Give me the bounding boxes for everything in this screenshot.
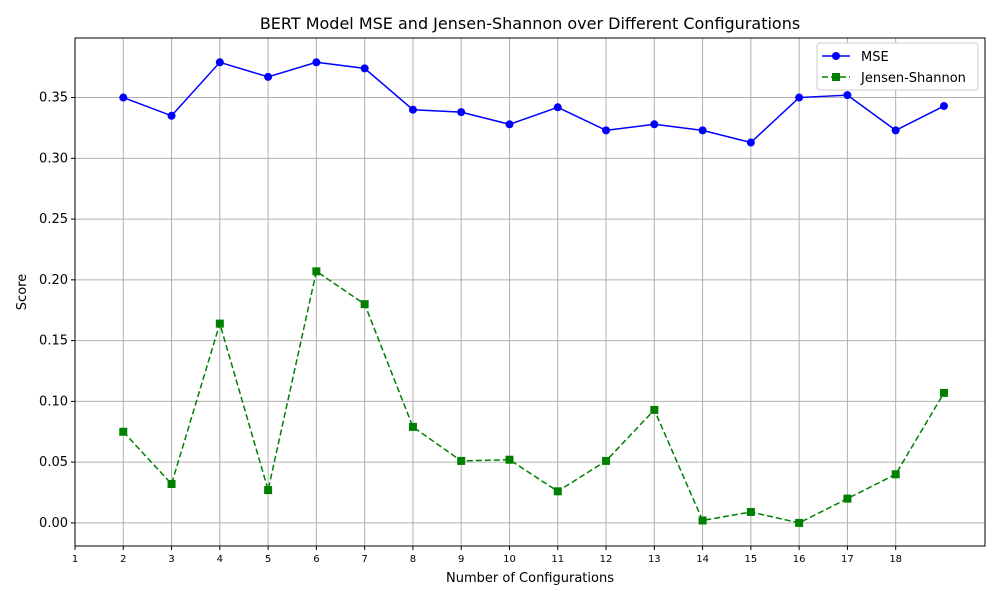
series-layer (119, 58, 948, 527)
data-point-mse (312, 58, 321, 67)
x-tick-label: 18 (889, 554, 902, 565)
x-tick-label: 12 (600, 554, 613, 565)
x-tick-label: 15 (744, 554, 757, 565)
data-point-jensen-shannon (457, 456, 466, 465)
y-axis: 0.00 0.05 0.10 0.15 0.20 0.25 0.30 0.35 (39, 91, 75, 531)
series-jensen-shannon (119, 267, 948, 527)
chart-title: BERT Model MSE and Jensen-Shannon over D… (260, 14, 800, 33)
y-tick-label: 0.20 (39, 273, 68, 288)
data-point-jensen-shannon (505, 455, 514, 464)
y-tick-label: 0.25 (39, 212, 68, 227)
series-line-mse (123, 61, 945, 144)
legend-label-mse: MSE (861, 50, 889, 65)
data-point-mse (215, 58, 224, 67)
legend-label-jensen-shannon: Jensen-Shannon (860, 71, 966, 86)
data-point-mse (650, 120, 659, 129)
x-axis: 1 2 3 4 5 6 7 8 9 10 11 12 13 14 15 16 17 18 (72, 546, 902, 565)
x-tick-label: 9 (458, 554, 464, 565)
y-axis-label: Score (15, 274, 30, 310)
x-tick-label: 6 (313, 554, 319, 565)
data-point-mse (264, 72, 273, 81)
data-point-jensen-shannon (360, 300, 369, 309)
data-point-jensen-shannon (746, 507, 755, 516)
data-point-jensen-shannon (312, 267, 321, 276)
y-tick-label: 0.15 (39, 334, 68, 349)
data-point-jensen-shannon (843, 494, 852, 503)
legend-entry-jensen-shannon: Jensen-Shannon (822, 71, 966, 86)
x-tick-label: 1 (72, 554, 78, 565)
data-point-jensen-shannon (215, 319, 224, 328)
data-point-mse (891, 126, 900, 135)
y-tick-label: 0.05 (39, 455, 68, 470)
x-tick-label: 3 (168, 554, 174, 565)
legend-entry-mse: MSE (822, 50, 889, 65)
data-point-mse (795, 93, 804, 102)
plot-frame (74, 37, 986, 547)
x-tick-label: 17 (841, 554, 854, 565)
data-point-mse (119, 93, 128, 102)
x-tick-label: 13 (648, 554, 661, 565)
legend: MSE Jensen-Shannon (816, 42, 979, 91)
data-point-jensen-shannon (939, 388, 948, 397)
data-point-jensen-shannon (650, 405, 659, 414)
x-axis-label: Number of Configurations (446, 571, 614, 586)
legend-marker-mse (832, 52, 840, 60)
data-point-mse (457, 108, 466, 117)
data-point-mse (553, 103, 562, 112)
data-point-mse (167, 111, 176, 120)
y-tick-label: 0.35 (39, 91, 68, 106)
data-point-mse (360, 64, 369, 73)
series-line-jensen-shannon (122, 270, 945, 524)
x-tick-label: 2 (120, 554, 126, 565)
data-point-jensen-shannon (795, 518, 804, 527)
y-tick-label: 0.10 (39, 394, 68, 409)
grid (74, 38, 985, 546)
y-tick-label: 0.30 (39, 151, 68, 166)
data-point-jensen-shannon (602, 456, 611, 465)
data-point-jensen-shannon (264, 486, 273, 495)
x-tick-label: 4 (217, 554, 223, 565)
data-point-jensen-shannon (167, 480, 176, 489)
x-tick-label: 10 (503, 554, 516, 565)
data-point-mse (602, 126, 611, 135)
x-tick-label: 16 (793, 554, 806, 565)
data-point-jensen-shannon (698, 516, 707, 525)
x-tick-label: 7 (361, 554, 367, 565)
x-tick-label: 11 (551, 554, 564, 565)
data-point-mse (698, 126, 707, 135)
y-tick-label: 0.00 (39, 516, 68, 531)
data-point-mse (843, 91, 852, 100)
x-tick-label: 14 (696, 554, 709, 565)
series-mse (119, 58, 948, 147)
data-point-mse (408, 105, 417, 114)
legend-box (816, 42, 979, 91)
data-point-mse (746, 138, 755, 147)
data-point-jensen-shannon (119, 427, 128, 436)
x-tick-label: 5 (265, 554, 271, 565)
x-tick-label: 8 (410, 554, 416, 565)
legend-marker-jensen-shannon (832, 73, 840, 81)
data-point-mse (505, 120, 514, 129)
data-point-jensen-shannon (891, 470, 900, 479)
data-point-mse (939, 102, 948, 111)
data-point-jensen-shannon (408, 422, 417, 431)
data-point-jensen-shannon (553, 487, 562, 496)
